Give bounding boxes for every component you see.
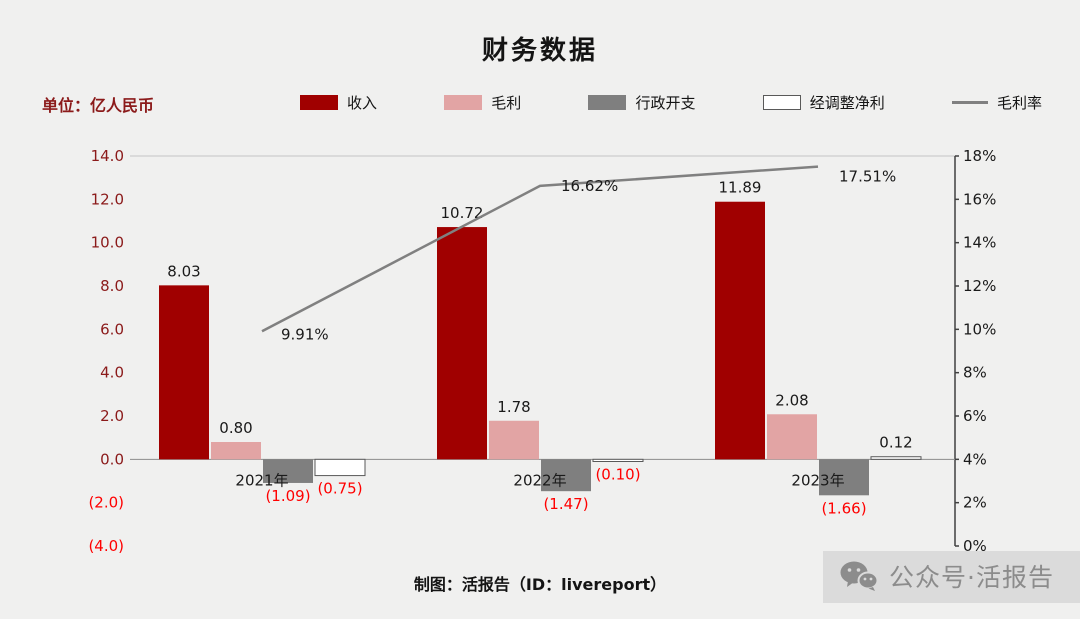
right-axis-tick: 18% [963, 147, 996, 165]
bar-label-admin-expense: (1.09) [265, 487, 310, 505]
bar-admin-expense-2023年 [819, 459, 869, 496]
bar-gross-profit-2023年 [767, 414, 817, 460]
legend-label-adjusted-net-profit: 经调整净利 [809, 94, 885, 112]
bar-gross-profit-2022年 [489, 420, 539, 460]
bar-label-gross-profit: 1.78 [497, 398, 530, 416]
bar-label-adjusted-net-profit: 0.12 [879, 434, 912, 452]
bar-label-adjusted-net-profit: (0.75) [317, 480, 362, 498]
right-axis-tick: 16% [963, 190, 996, 208]
legend-swatch-adjusted-net-profit [762, 95, 801, 110]
left-axis-tick: 2.0 [100, 407, 124, 425]
left-axis-tick: 14.0 [91, 147, 124, 165]
left-axis-tick: 10.0 [91, 234, 124, 252]
x-axis-label: 2021年 [235, 471, 288, 489]
left-axis-tick: 4.0 [100, 364, 124, 382]
footer-credit: 制图：活报告（ID：livereport） [413, 575, 667, 594]
chart-title: 财务数据 [481, 36, 598, 66]
bar-label-adjusted-net-profit: (0.10) [595, 466, 640, 484]
legend-label-gross-margin: 毛利率 [996, 94, 1042, 112]
legend-item-gross-profit: 毛利 [444, 92, 521, 113]
bar-revenue-2023年 [715, 201, 765, 460]
legend-item-adjusted-net-profit: 经调整净利 [762, 92, 885, 113]
left-axis-tick: 0.0 [100, 450, 124, 468]
wechat-icon [840, 561, 879, 591]
right-axis-tick: 2% [963, 494, 987, 512]
right-axis-tick: 8% [963, 364, 987, 382]
bar-admin-expense-2021年 [263, 459, 313, 483]
gross-margin-line [261, 165, 819, 333]
x-axis-label: 2023年 [791, 471, 844, 489]
bar-label-revenue: 8.03 [167, 262, 200, 280]
bar-label-revenue: 10.72 [441, 204, 484, 222]
right-axis-tick: 0% [963, 537, 987, 555]
watermark-text: 公众号·活报告 [889, 563, 1054, 592]
bar-label-gross-profit: 0.80 [219, 419, 252, 437]
left-axis-tick: 6.0 [100, 320, 124, 338]
legend-swatch-gross-profit [444, 95, 483, 110]
right-axis-tick: 4% [963, 450, 987, 468]
line-label-gross-margin: 17.51% [839, 168, 896, 186]
right-axis-tick: 10% [963, 320, 996, 338]
legend-label-gross-profit: 毛利 [491, 94, 522, 112]
legend-label-admin-expense: 行政开支 [635, 94, 696, 112]
right-axis-tick: 12% [963, 277, 996, 295]
right-axis-tick: 6% [963, 407, 987, 425]
left-axis-tick: 8.0 [100, 277, 124, 295]
bar-label-revenue: 11.89 [719, 179, 762, 197]
legend-item-admin-expense: 行政开支 [588, 92, 695, 113]
line-label-gross-margin: 9.91% [281, 325, 329, 343]
bar-revenue-2022年 [437, 227, 487, 460]
watermark: 公众号·活报告 [823, 551, 1080, 603]
left-axis-tick: (4.0) [88, 537, 124, 555]
legend-swatch-admin-expense [588, 95, 627, 110]
bar-adjusted-net-profit-2021年 [314, 458, 366, 477]
left-axis-tick: (2.0) [88, 494, 124, 512]
bar-revenue-2021年 [159, 285, 209, 460]
bar-admin-expense-2022年 [541, 459, 591, 492]
legend-label-revenue: 收入 [347, 94, 378, 112]
bar-adjusted-net-profit-2023年 [870, 456, 922, 460]
x-axis-label: 2022年 [513, 471, 566, 489]
legend: 收入 毛利 行政开支 经调整净利 毛利率 [300, 92, 1042, 113]
legend-swatch-revenue [300, 95, 338, 110]
bar-label-admin-expense: (1.47) [543, 495, 588, 513]
legend-item-gross-margin: 毛利率 [951, 92, 1042, 113]
unit-label: 单位：亿人民币 [42, 96, 155, 115]
bar-label-gross-profit: 2.08 [775, 391, 808, 409]
line-label-gross-margin: 16.62% [561, 177, 618, 195]
legend-line-swatch-gross-margin [951, 101, 988, 104]
bar-gross-profit-2021年 [211, 442, 261, 460]
bar-adjusted-net-profit-2022年 [592, 458, 644, 463]
legend-item-revenue: 收入 [300, 92, 377, 113]
right-axis-tick: 14% [963, 234, 996, 252]
left-axis-tick: 12.0 [91, 190, 124, 208]
bar-label-admin-expense: (1.66) [821, 499, 866, 517]
